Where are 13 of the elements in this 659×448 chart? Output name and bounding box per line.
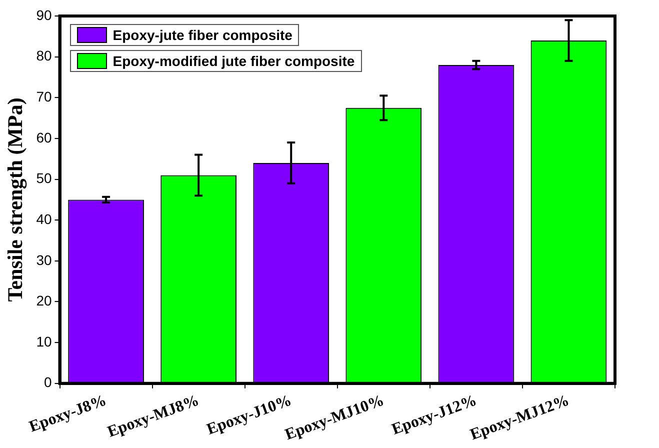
legend-label: Epoxy-modified jute fiber composite <box>112 53 355 69</box>
y-tick-label: 0 <box>44 374 52 390</box>
legend-label: Epoxy-jute fiber composite <box>112 27 292 43</box>
y-tick-label: 20 <box>36 292 52 309</box>
y-tick-label: 30 <box>36 252 52 268</box>
y-tick-label: 60 <box>36 129 52 146</box>
y-axis-title: Tensile strength (MPa) <box>3 98 28 302</box>
y-tick-label: 50 <box>36 170 52 186</box>
y-tick-label: 80 <box>36 48 52 64</box>
y-tick-label: 90 <box>36 6 52 23</box>
y-tick-label: 10 <box>36 333 52 350</box>
y-tick-label: 40 <box>36 210 52 227</box>
y-tick-label: 70 <box>36 88 52 104</box>
